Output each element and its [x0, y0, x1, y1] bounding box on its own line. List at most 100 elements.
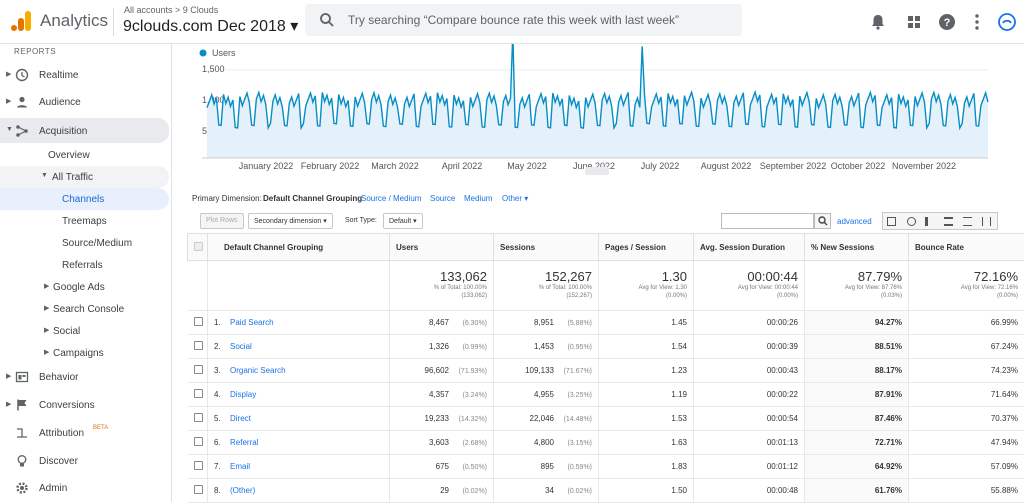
sidebar-item-google-ads[interactable]: ▶Google Ads [0, 276, 169, 298]
row-checkbox[interactable] [188, 359, 208, 383]
sidebar-item-audience[interactable]: ▶Audience [0, 91, 169, 113]
row-checkbox[interactable] [188, 479, 208, 503]
comparison-view-icon[interactable] [944, 217, 953, 226]
sidebar-item-campaigns[interactable]: ▶Campaigns [0, 342, 169, 364]
breadcrumb[interactable]: All accounts > 9 Clouds [124, 5, 218, 15]
sessions-percent: (3.15%) [554, 440, 592, 447]
sidebar-item-conversions[interactable]: ▶Conversions [0, 394, 169, 416]
sidebar: REPORTS ▶Realtime ▶Audience ▼Acquisition… [0, 44, 172, 502]
pages-session-value: 1.54 [599, 335, 694, 359]
sidebar-item-acquisition[interactable]: ▼Acquisition [0, 118, 169, 143]
account-selector[interactable]: 9clouds.com Dec 2018 ▾ [123, 16, 298, 36]
sessions-value: 4,955 [534, 390, 554, 399]
sidebar-item-channels[interactable]: Channels [0, 188, 169, 210]
col-header-new-sessions[interactable]: % New Sessions [805, 234, 909, 261]
sidebar-item-overview[interactable]: Overview [0, 144, 169, 166]
apps-grid-icon[interactable] [904, 12, 924, 32]
sidebar-item-admin[interactable]: Admin [0, 477, 169, 499]
x-tick-label: April 2022 [442, 161, 483, 171]
row-number: 7. [214, 462, 230, 471]
row-checkbox[interactable] [188, 455, 208, 479]
users-value: 3,603 [429, 438, 449, 447]
help-icon[interactable]: ? [937, 12, 957, 32]
row-checkbox[interactable] [188, 311, 208, 335]
pie-view-icon[interactable] [907, 217, 916, 226]
channel-link[interactable]: Organic Search [230, 366, 286, 375]
legend-swatch [200, 50, 207, 57]
dimension-default-channel-grouping[interactable]: Default Channel Grouping [263, 194, 362, 203]
bell-icon[interactable] [868, 12, 888, 32]
sessions-percent: (0.95%) [554, 344, 592, 351]
chevron-down-icon: ▼ [41, 172, 48, 179]
table-search-input[interactable] [721, 213, 814, 229]
sort-type-select[interactable]: Default ▾ [383, 213, 423, 229]
sessions-value: 22,046 [530, 414, 554, 423]
x-tick-label: September 2022 [760, 161, 827, 171]
sidebar-item-behavior[interactable]: ▶Behavior [0, 366, 169, 388]
sessions-percent: (0.59%) [554, 464, 592, 471]
col-header-sessions[interactable]: Sessions [494, 234, 599, 261]
row-checkbox[interactable] [188, 407, 208, 431]
x-tick-label: August 2022 [701, 161, 752, 171]
col-header-avg-duration[interactable]: Avg. Session Duration [694, 234, 805, 261]
term-cloud-view-icon[interactable] [963, 217, 972, 226]
view-toggle-group [882, 212, 998, 230]
col-header-channel[interactable]: Default Channel Grouping [208, 234, 390, 261]
pivot-view-icon[interactable] [982, 217, 991, 226]
dimension-source-medium[interactable]: Source / Medium [361, 194, 421, 203]
col-header-bounce-rate[interactable]: Bounce Rate [909, 234, 1024, 261]
row-checkbox[interactable] [188, 383, 208, 407]
channel-link[interactable]: Direct [230, 414, 251, 423]
dimension-source[interactable]: Source [430, 194, 455, 203]
data-view-icon[interactable] [887, 217, 896, 226]
search-bar[interactable]: Try searching “Compare bounce rate this … [305, 4, 742, 36]
sidebar-item-referrals[interactable]: Referrals [0, 254, 169, 276]
sidebar-item-social[interactable]: ▶Social [0, 320, 169, 342]
channel-link[interactable]: Display [230, 390, 256, 399]
primary-dimension-label: Primary Dimension: [192, 194, 262, 203]
sidebar-item-discover[interactable]: Discover [0, 450, 169, 472]
sessions-percent: (71.67%) [554, 368, 592, 375]
channel-link[interactable]: Social [230, 342, 252, 351]
total-users: 133,062% of Total: 100.00%(133,062) [390, 261, 494, 311]
col-header-pages-session[interactable]: Pages / Session [599, 234, 694, 261]
secondary-dimension-button[interactable]: Secondary dimension ▾ [248, 213, 333, 229]
plot-rows-button[interactable]: Plot Rows [200, 213, 244, 229]
sidebar-item-all-traffic[interactable]: ▼All Traffic [0, 166, 169, 188]
row-number: 8. [214, 486, 230, 495]
col-header-users[interactable]: Users [390, 234, 494, 261]
bounce-rate-value: 66.99% [909, 311, 1024, 335]
users-value: 1,326 [429, 342, 449, 351]
users-percent: (2.68%) [449, 440, 487, 447]
sidebar-item-treemaps[interactable]: Treemaps [0, 210, 169, 232]
x-tick-label: January 2022 [239, 161, 294, 171]
channel-link[interactable]: (Other) [230, 486, 255, 495]
dimension-medium[interactable]: Medium [464, 194, 492, 203]
avg-duration-value: 00:00:48 [694, 479, 805, 503]
select-all-checkbox[interactable] [188, 234, 208, 261]
row-checkbox[interactable] [188, 335, 208, 359]
sidebar-item-realtime[interactable]: ▶Realtime [0, 64, 169, 86]
table-search-button[interactable] [814, 213, 831, 229]
advanced-filter-link[interactable]: advanced [837, 217, 872, 226]
row-checkbox[interactable] [188, 431, 208, 455]
sessions-percent: (0.02%) [554, 488, 592, 495]
channel-link[interactable]: Paid Search [230, 318, 274, 327]
search-icon [818, 216, 828, 226]
channel-link[interactable]: Referral [230, 438, 258, 447]
performance-view-icon[interactable] [925, 217, 934, 226]
row-number: 2. [214, 342, 230, 351]
dimension-other[interactable]: Other ▾ [502, 194, 528, 203]
sessions-value: 1,453 [534, 342, 554, 351]
account-avatar-icon[interactable] [997, 12, 1017, 32]
search-icon [319, 12, 335, 28]
users-value: 8,467 [429, 318, 449, 327]
sidebar-item-source-medium[interactable]: Source/Medium [0, 232, 169, 254]
sidebar-item-search-console[interactable]: ▶Search Console [0, 298, 169, 320]
sessions-value: 4,800 [534, 438, 554, 447]
more-vert-icon[interactable] [967, 12, 987, 32]
channel-link[interactable]: Email [230, 462, 250, 471]
chart-collapse-toggle[interactable] [585, 167, 609, 175]
